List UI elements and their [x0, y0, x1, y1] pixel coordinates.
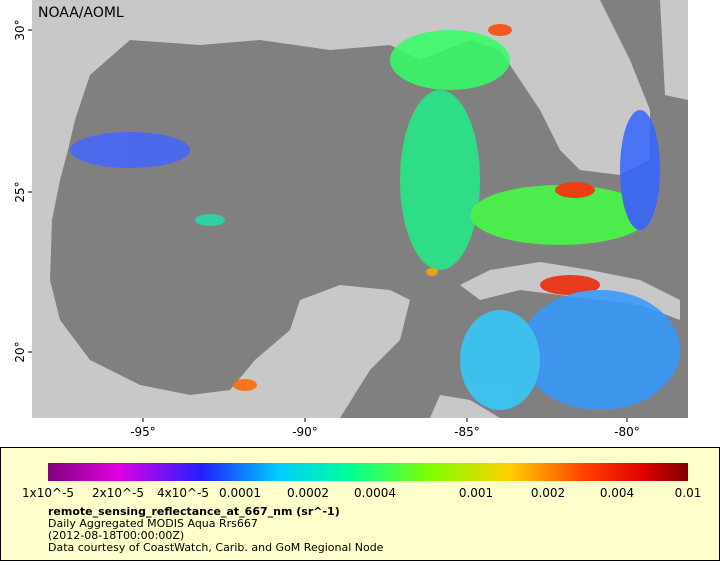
axes: 30° 25° 20° -95° -90° -85° -80°	[13, 19, 640, 439]
colorbar-label: 0.002	[531, 486, 565, 500]
legend-line: Data courtesy of CoastWatch, Carib. and …	[48, 541, 384, 554]
colorbar-ticks: 1x10^-5 2x10^-5 4x10^-5 0.0001 0.0002 0.0004 0…	[22, 486, 701, 500]
colorbar-label: 0.0004	[354, 486, 396, 500]
atlantic-land	[660, 0, 688, 100]
colorbar-label: 4x10^-5	[157, 486, 209, 500]
colorbar-label: 0.0002	[287, 486, 329, 500]
data-overlay	[70, 24, 680, 410]
land	[32, 0, 650, 418]
lon-label: -95°	[130, 425, 156, 439]
legend-variable: remote_sensing_reflectance_at_667_nm (sr…	[48, 505, 340, 518]
lon-label: -90°	[292, 425, 318, 439]
legend-line: Daily Aggregated MODIS Aqua Rrs667	[48, 517, 258, 530]
colorbar-label: 0.01	[675, 486, 702, 500]
lat-label: 30°	[13, 19, 27, 40]
colorbar-label: 1x10^-5	[22, 486, 74, 500]
lat-label: 20°	[13, 341, 27, 362]
map: NOAA/AOML	[32, 0, 688, 418]
map-credit: NOAA/AOML	[38, 5, 124, 21]
colorbar	[48, 463, 688, 481]
colorbar-label: 0.001	[459, 486, 493, 500]
central-america	[430, 395, 500, 418]
colorbar-label: 2x10^-5	[92, 486, 144, 500]
lon-label: -85°	[454, 425, 480, 439]
colorbar-label: 0.0001	[219, 486, 261, 500]
colorbar-label: 0.004	[600, 486, 634, 500]
lon-label: -80°	[614, 425, 640, 439]
lat-label: 25°	[13, 181, 27, 202]
legend-line: (2012-08-18T00:00:00Z)	[48, 529, 184, 542]
